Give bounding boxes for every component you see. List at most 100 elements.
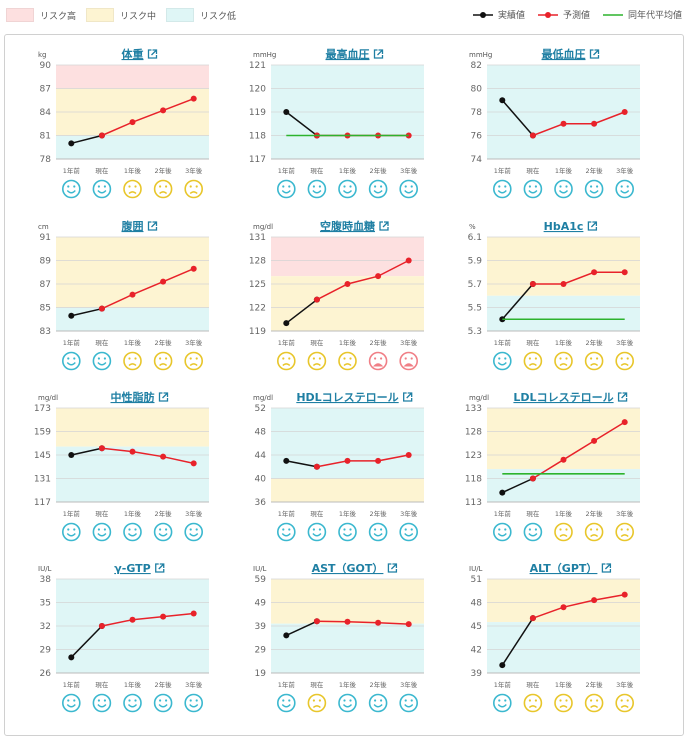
data-point-predicted — [529, 132, 536, 139]
legend-actual-label: 実績値 — [497, 11, 525, 21]
sad-face-icon — [399, 351, 419, 371]
data-point-predicted — [313, 296, 320, 303]
chart-title: LDLコレステロール — [513, 391, 613, 404]
y-tick-label: 5.7 — [468, 280, 482, 290]
x-tick-label: 2年後 — [155, 338, 173, 347]
y-tick-label: 118 — [249, 132, 266, 142]
y-tick-label: 81 — [40, 132, 51, 142]
smile-face-icon — [338, 522, 357, 542]
data-point-predicted — [129, 291, 136, 298]
y-tick-label: 36 — [255, 498, 267, 508]
chart-title: γ-GTP — [114, 562, 150, 575]
series-line-actual — [285, 111, 318, 137]
data-point-actual — [68, 452, 75, 458]
smile-face-icon — [584, 179, 604, 199]
y-tick-label: 5.5 — [468, 304, 482, 314]
data-point-predicted — [621, 109, 628, 115]
frown-face-icon — [307, 351, 327, 371]
smile-face-icon — [368, 179, 388, 199]
frown-face-icon — [338, 351, 357, 371]
frown-face-icon — [307, 693, 327, 713]
smile-face-icon — [492, 693, 512, 713]
smile-face-icon — [523, 522, 543, 542]
smile-face-icon — [338, 179, 357, 199]
external-link-icon — [147, 221, 158, 231]
y-tick-label: 89 — [40, 257, 52, 267]
frown-face-icon — [584, 351, 604, 371]
frown-face-icon — [615, 693, 635, 713]
smile-face-icon — [153, 693, 173, 713]
data-point-predicted — [591, 269, 598, 276]
y-tick-label: 51 — [471, 575, 482, 585]
unit-label: cm — [38, 223, 49, 231]
frown-face-icon — [554, 522, 573, 542]
data-point-predicted — [313, 463, 320, 470]
data-point-predicted — [405, 257, 412, 264]
smile-face-icon — [276, 179, 296, 199]
y-tick-label: 78 — [40, 155, 52, 165]
series-line-predicted — [316, 454, 409, 468]
risk-band-low — [487, 295, 640, 331]
unit-label: IU/L — [469, 565, 483, 573]
y-tick-label: 122 — [249, 304, 266, 314]
data-point-predicted — [405, 452, 412, 458]
y-tick-label: 87 — [40, 280, 51, 290]
x-tick-label: 3年後 — [616, 166, 634, 175]
frown-face-icon — [123, 179, 142, 199]
risk-band-mid — [271, 478, 424, 502]
data-point-predicted — [160, 613, 167, 620]
risk-band-low — [56, 307, 209, 331]
chart-3: 74 76 78 80 82 mmHg 最低血圧 1年前 現在 1年後 2年後 3年後 — [469, 47, 640, 199]
data-point-predicted — [344, 457, 351, 464]
x-tick-label: 3年後 — [185, 680, 203, 689]
series-line-predicted — [101, 268, 194, 310]
x-tick-label: 1年前 — [278, 509, 296, 518]
legend-actual: 実績値 — [472, 8, 525, 21]
series-line-actual — [71, 447, 103, 456]
smile-face-icon — [276, 693, 296, 713]
risk-band-high — [56, 65, 209, 89]
series-line-predicted — [316, 259, 410, 301]
data-point-predicted — [375, 457, 382, 464]
smile-face-icon — [153, 522, 173, 542]
x-tick-label: 現在 — [310, 680, 324, 689]
y-tick-label: 39 — [471, 669, 483, 679]
data-point-actual — [283, 457, 290, 464]
chart-title: 最低血圧 — [542, 47, 586, 61]
y-tick-label: 83 — [40, 327, 51, 337]
data-point-predicted — [529, 615, 536, 622]
series-line-actual — [501, 617, 534, 666]
risk-legend: リスク高 リスク中 リスク低 — [6, 8, 246, 22]
y-tick-label: 119 — [249, 108, 266, 118]
x-tick-label: 2年後 — [586, 166, 604, 175]
y-tick-label: 120 — [249, 85, 266, 95]
y-tick-label: 40 — [255, 475, 267, 485]
data-point-actual — [499, 97, 506, 104]
x-tick-label: 3年後 — [616, 338, 634, 347]
smile-face-icon — [62, 522, 81, 542]
chart-6: 5.3 5.5 5.7 5.9 6.1% HbA1c 1年前 現在 1年後 2年後 3年後 — [468, 220, 640, 371]
risk-band-mid — [271, 579, 424, 624]
frown-face-icon — [554, 693, 573, 713]
y-tick-label: 128 — [249, 257, 266, 267]
x-tick-label: 1年後 — [124, 680, 142, 689]
legend-risk-low-label: リスク低 — [200, 11, 237, 22]
y-tick-label: 87 — [40, 85, 51, 95]
data-point-predicted — [129, 616, 136, 623]
frown-face-icon — [584, 693, 604, 713]
legend-risk-high: リスク高 — [6, 8, 76, 22]
external-link-icon — [589, 49, 600, 59]
risk-mid-swatch — [86, 8, 115, 22]
y-tick-label: 113 — [465, 498, 482, 508]
external-link-icon — [373, 49, 384, 59]
frown-face-icon — [523, 693, 543, 713]
unit-label: IU/L — [38, 565, 52, 573]
x-tick-label: 現在 — [95, 509, 109, 518]
x-tick-label: 2年後 — [155, 166, 173, 175]
smile-face-icon — [62, 693, 81, 713]
data-point-actual — [68, 654, 75, 661]
y-tick-label: 19 — [255, 669, 267, 679]
x-tick-label: 2年後 — [586, 680, 604, 689]
risk-high-swatch — [6, 8, 34, 22]
